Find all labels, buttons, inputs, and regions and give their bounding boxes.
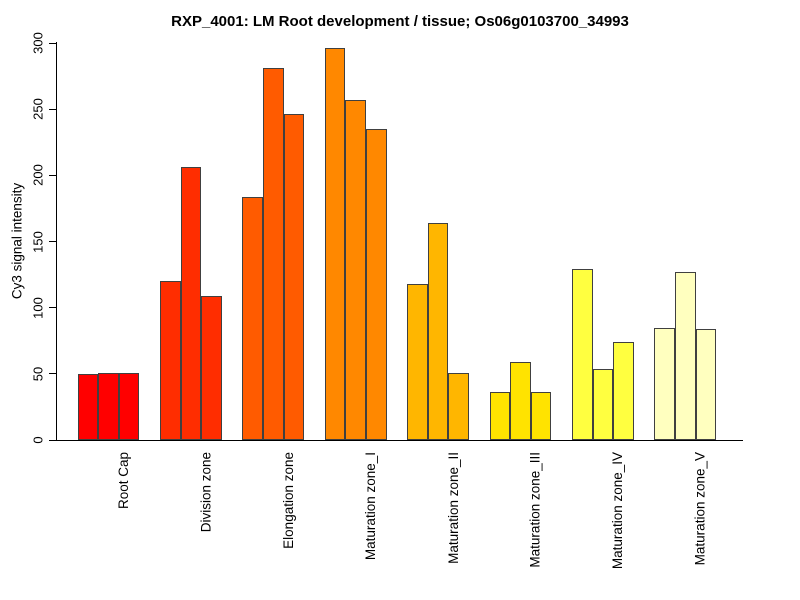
y-axis-line [56, 42, 57, 441]
x-axis-line [56, 440, 743, 441]
y-tick-label: 50 [30, 366, 46, 382]
bar [242, 196, 263, 440]
bar [324, 48, 346, 440]
bar [613, 342, 634, 440]
bar [407, 283, 428, 440]
bar [592, 368, 614, 440]
y-tick-label: 150 [30, 230, 46, 253]
y-tick [49, 373, 56, 375]
x-category-label: Maturation zone_II [445, 452, 461, 564]
y-tick-label: 100 [30, 296, 46, 319]
y-tick [49, 307, 56, 309]
y-tick-label: 300 [30, 32, 46, 54]
x-category-label: Maturation zone_V [692, 452, 708, 566]
bar [510, 361, 531, 440]
bar [489, 392, 511, 440]
bar [263, 68, 284, 440]
y-tick [49, 108, 56, 110]
y-tick [49, 174, 56, 176]
bar [366, 129, 387, 440]
bar [180, 167, 202, 440]
y-axis-title: Cy3 signal intensity [9, 182, 25, 300]
chart-title: RXP_4001: LM Root development / tissue; … [171, 13, 629, 30]
y-tick-label: 0 [30, 436, 46, 444]
x-category-label: Division zone [198, 452, 214, 533]
bar [98, 372, 119, 440]
x-category-label: Root Cap [116, 452, 131, 510]
x-category-label: Maturation zone_III [528, 452, 543, 568]
bar [345, 99, 366, 440]
bar [201, 295, 222, 440]
bar [118, 372, 140, 440]
bar [530, 392, 552, 440]
bar [77, 373, 99, 440]
bar [695, 328, 717, 440]
x-category-label: Maturation zone_I [363, 452, 379, 561]
bar [448, 372, 469, 440]
y-tick-label: 200 [30, 164, 46, 187]
y-tick-label: 250 [30, 98, 46, 121]
bar [654, 327, 675, 440]
bar [160, 281, 181, 440]
bar [675, 271, 696, 440]
y-tick [49, 439, 56, 441]
y-tick [49, 42, 56, 44]
bar [572, 269, 593, 440]
x-category-label: Maturation zone_IV [610, 452, 626, 570]
bar [427, 222, 449, 440]
bar [283, 114, 305, 440]
y-tick [49, 241, 56, 242]
x-category-label: Elongation zone [280, 452, 296, 549]
